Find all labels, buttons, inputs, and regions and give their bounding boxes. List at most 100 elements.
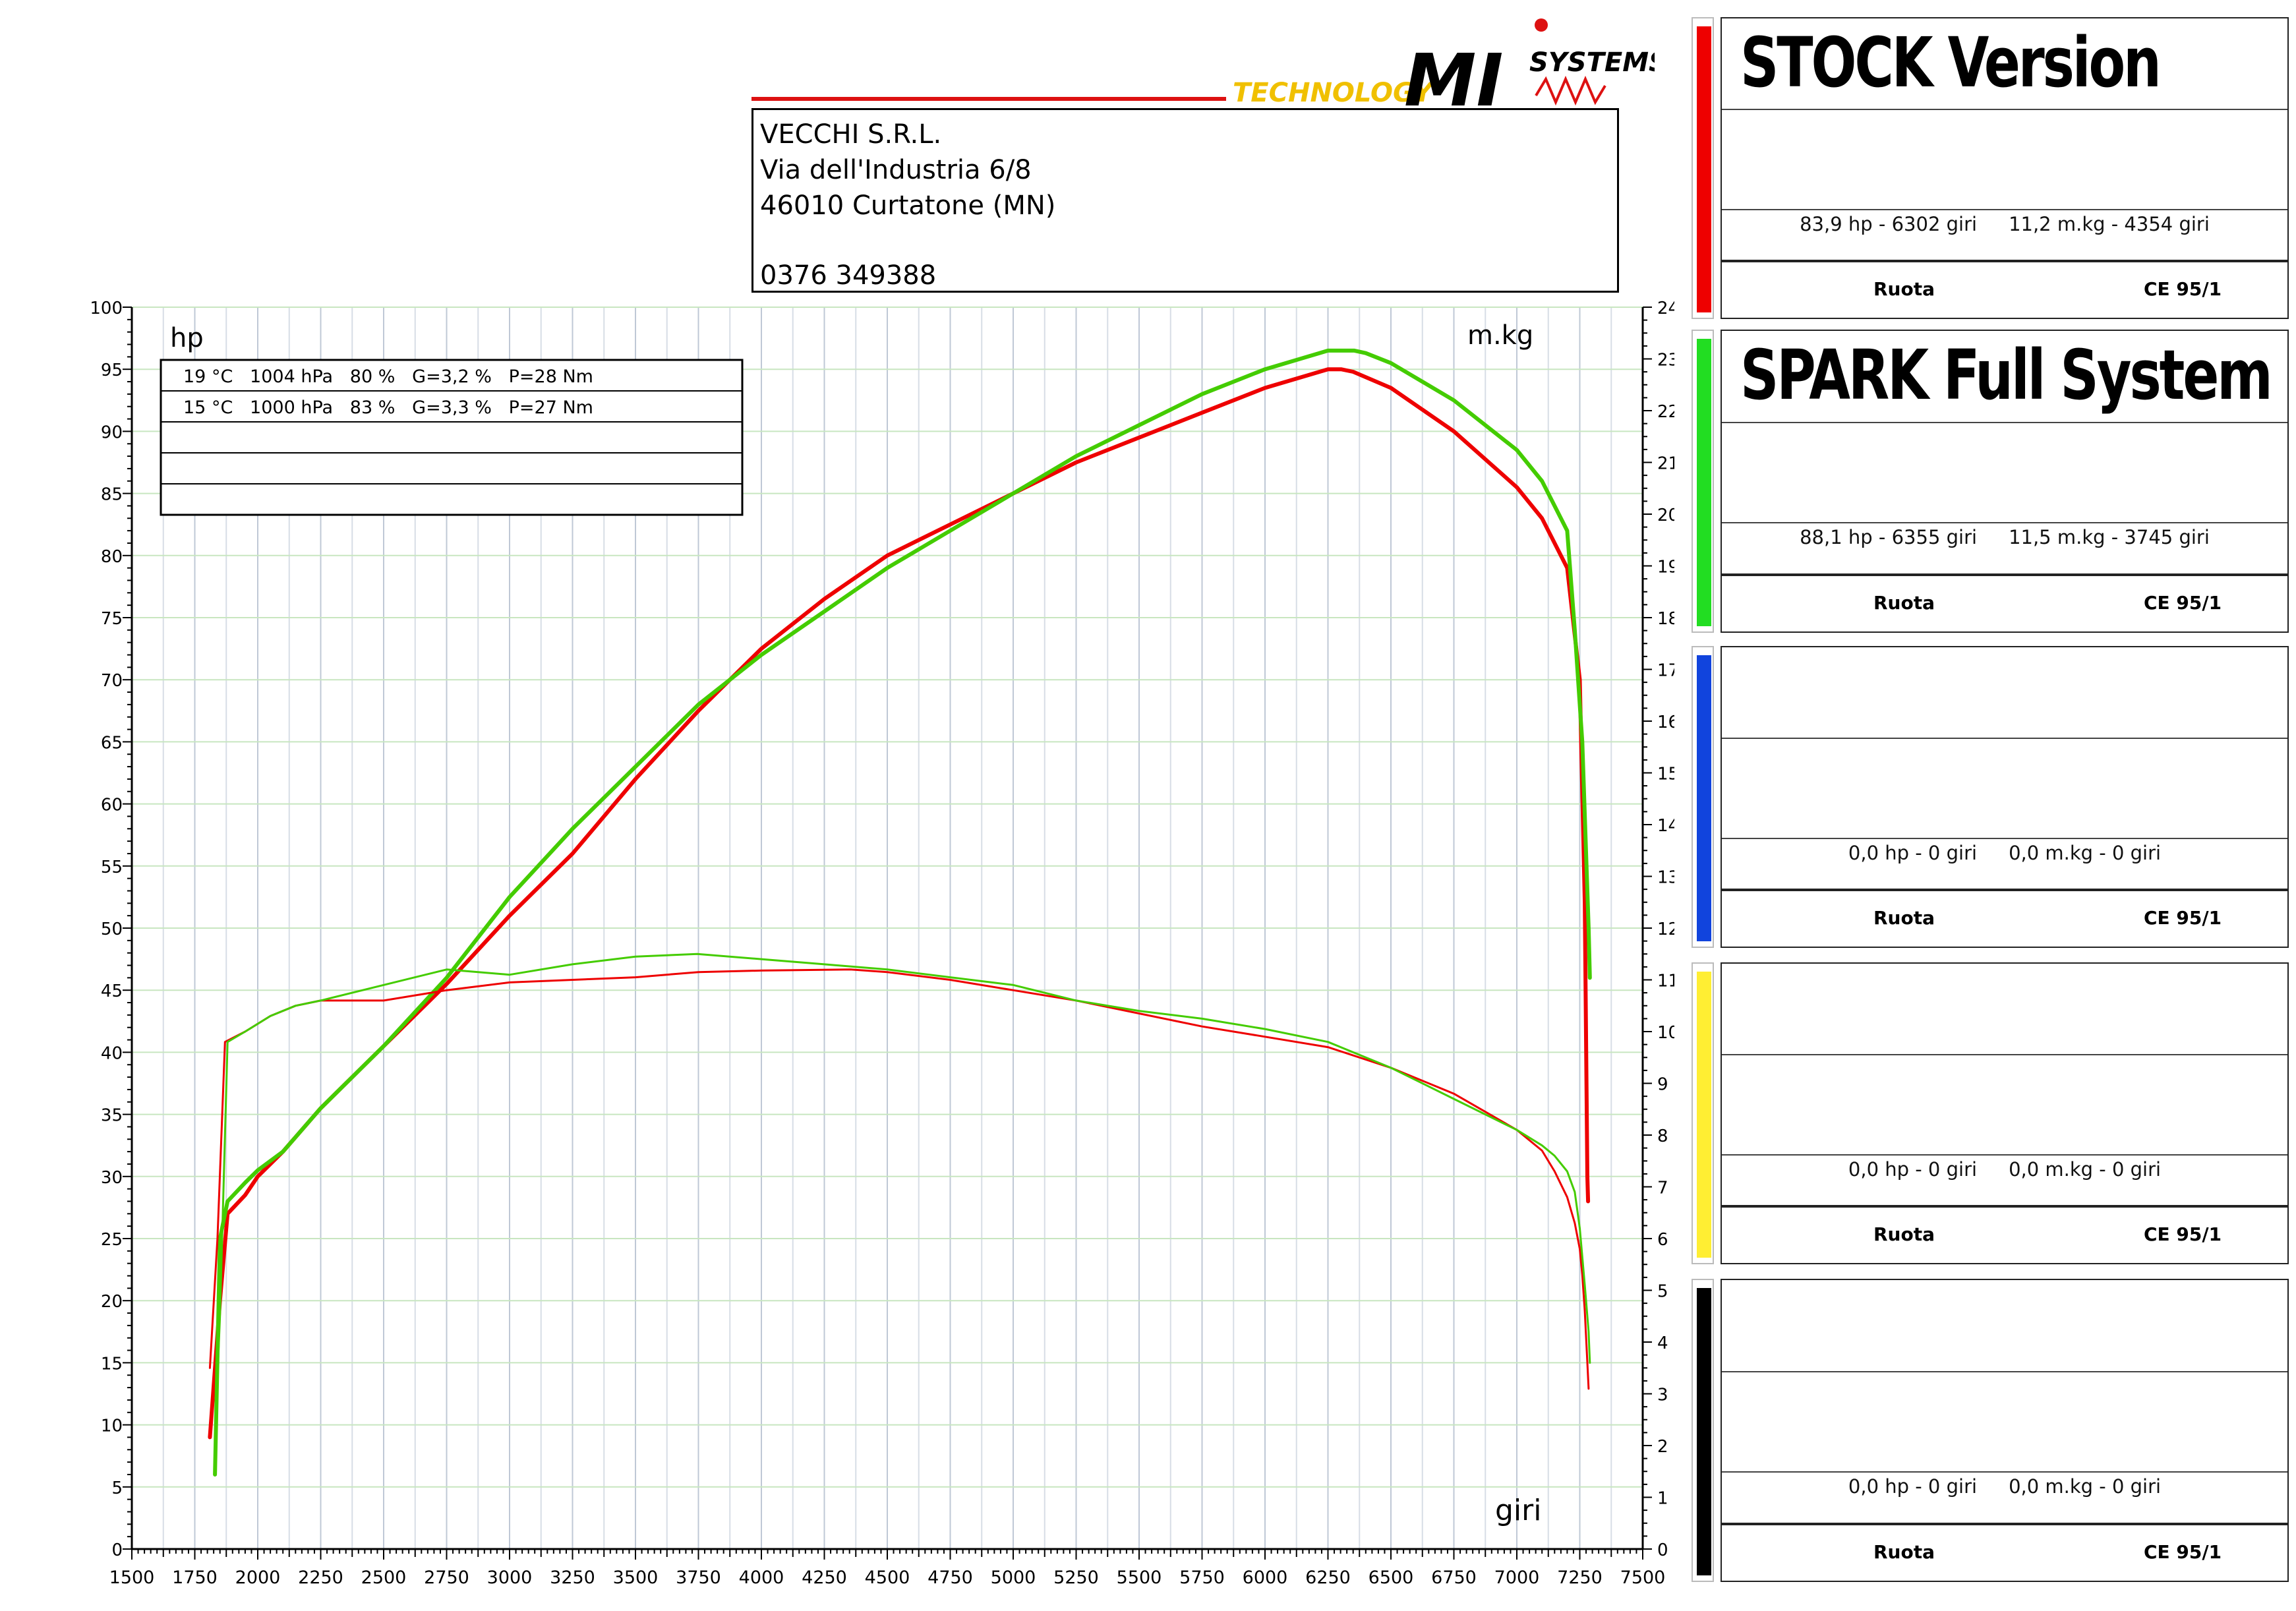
y2-tick-label: 24 <box>1657 299 1674 318</box>
torque-curve <box>214 952 1591 1436</box>
legend-max-torque: 0,0 m.kg - 0 giri <box>2009 842 2162 864</box>
x-tick-label: 6250 <box>1305 1567 1351 1588</box>
x-tick-label: 5250 <box>1053 1567 1099 1588</box>
legend-box: 0,0 hp - 0 giri 0,0 m.kg - 0 giri Ruota CE … <box>1721 962 2289 1264</box>
y2-tick-label: 16 <box>1657 713 1674 732</box>
x-tick-label: 2750 <box>424 1567 469 1588</box>
legend-panel: 0,0 hp - 0 giri 0,0 m.kg - 0 giri Ruota CE … <box>1692 962 2289 1264</box>
legend-row-divider <box>1722 889 2287 891</box>
y-tick-label: 95 <box>101 361 123 380</box>
legend-stats: 83,9 hp - 6302 giri 11,2 m.kg - 4354 giri <box>1722 213 2287 235</box>
y-tick-label: 80 <box>101 547 123 567</box>
legend-color-fill <box>1697 26 1711 312</box>
y2-tick-label: 1 <box>1657 1489 1668 1509</box>
y2-tick-label: 18 <box>1657 609 1674 629</box>
y2-tick-label: 0 <box>1657 1540 1668 1560</box>
legend-row-divider <box>1722 1523 2287 1525</box>
x-tick-label: 2500 <box>361 1567 407 1588</box>
conditions-table: 19 °C 1004 hPa 80 % G=3,2 % P=28 Nm 15 °C… <box>160 359 744 516</box>
x-tick-label: 3500 <box>613 1567 659 1588</box>
power-curve <box>208 367 1591 1440</box>
y-tick-label: 35 <box>101 1106 123 1126</box>
legend-color-bar <box>1692 17 1714 319</box>
y2-tick-label: 19 <box>1657 558 1674 577</box>
legend-footer-standard: CE 95/1 <box>2144 1541 2222 1563</box>
y2-tick-label: 8 <box>1657 1127 1668 1146</box>
legend-row-divider <box>1722 738 2287 739</box>
legend-max-power: 0,0 hp - 0 giri <box>1848 1475 1978 1498</box>
y2-tick-label: 4 <box>1657 1333 1668 1353</box>
address-street: Via dell'Industria 6/8 <box>760 155 1032 185</box>
legend-row-divider <box>1722 573 2287 576</box>
y2-tick-label: 6 <box>1657 1230 1668 1250</box>
y2-tick-label: 14 <box>1657 816 1674 836</box>
y2-tick-label: 12 <box>1657 920 1674 939</box>
x-tick-label: 7250 <box>1557 1567 1603 1588</box>
x-tick-label: 5500 <box>1117 1567 1162 1588</box>
y2-tick-label: 3 <box>1657 1386 1668 1405</box>
dyno-chart: 1500 1750 2000 2250 2500 2750 3000 3250 3500 3750… <box>90 299 1674 1588</box>
y2-tick-label: 9 <box>1657 1075 1668 1095</box>
legend-row-divider <box>1722 260 2287 262</box>
legend-color-bar <box>1692 962 1714 1264</box>
torque-curve <box>208 968 1590 1390</box>
legend-box: 0,0 hp - 0 giri 0,0 m.kg - 0 giri Ruota CE … <box>1721 1279 2289 1582</box>
legend-color-fill <box>1697 655 1711 941</box>
legend-row-divider <box>1722 209 2287 210</box>
legend-footer-ruota: Ruota <box>1873 278 1935 300</box>
legend-row-divider <box>1722 1054 2287 1055</box>
y-tick-label: 60 <box>101 796 123 815</box>
y-tick-label: 30 <box>101 1168 123 1188</box>
legend-max-torque: 0,0 m.kg - 0 giri <box>2009 1475 2162 1498</box>
legend-stats: 88,1 hp - 6355 giri 11,5 m.kg - 3745 giri <box>1722 526 2287 548</box>
chart-ticks: 1500 1750 2000 2250 2500 2750 3000 3250 3500 3750… <box>90 299 1674 1588</box>
legend-row-divider <box>1722 1154 2287 1156</box>
y2-tick-label: 23 <box>1657 351 1674 370</box>
y-tick-label: 15 <box>101 1354 123 1374</box>
y2-tick-label: 7 <box>1657 1179 1668 1198</box>
legend-box: 0,0 hp - 0 giri 0,0 m.kg - 0 giri Ruota CE … <box>1721 646 2289 948</box>
y-tick-label: 10 <box>101 1417 123 1436</box>
y2-tick-label: 21 <box>1657 454 1674 474</box>
x-tick-label: 3250 <box>550 1567 595 1588</box>
x-tick-label: 4250 <box>802 1567 847 1588</box>
x-tick-label: 6750 <box>1431 1567 1477 1588</box>
address-city: 46010 Curtatone (MN) <box>760 190 1056 221</box>
y-axis-label-hp: hp <box>170 323 204 353</box>
legend-max-power: 88,1 hp - 6355 giri <box>1800 526 1978 548</box>
y-tick-label: 0 <box>111 1540 123 1560</box>
legend-row-divider <box>1722 1471 2287 1473</box>
x-tick-label: 2000 <box>235 1567 281 1588</box>
y2-tick-label: 15 <box>1657 765 1674 784</box>
legend-color-fill <box>1697 1288 1711 1575</box>
address-box: VECCHI S.R.L. Via dell'Industria 6/8 460… <box>751 108 1619 293</box>
x-tick-label: 7000 <box>1494 1567 1540 1588</box>
y-tick-label: 100 <box>90 299 123 318</box>
legend-max-torque: 0,0 m.kg - 0 giri <box>2009 1158 2162 1181</box>
y-tick-label: 45 <box>101 981 123 1001</box>
legend-footer-ruota: Ruota <box>1873 1223 1935 1245</box>
y-tick-label: 90 <box>101 423 123 442</box>
legend-row-divider <box>1722 522 2287 523</box>
x-tick-label: 3000 <box>487 1567 533 1588</box>
legend-color-bar <box>1692 1279 1714 1582</box>
legend-title: SPARK Full System <box>1740 335 2273 415</box>
y2-tick-label: 17 <box>1657 661 1674 681</box>
conditions-table-frame <box>160 359 744 516</box>
legend-footer-ruota: Ruota <box>1873 907 1935 929</box>
legend-footer-standard: CE 95/1 <box>2144 1223 2222 1245</box>
legend-stats: 0,0 hp - 0 giri 0,0 m.kg - 0 giri <box>1722 1158 2287 1181</box>
address-phone: 0376 349388 <box>760 260 937 291</box>
legend-footer-ruota: Ruota <box>1873 592 1935 614</box>
y-tick-label: 65 <box>101 733 123 753</box>
logo-text-technology: TECHNOLOGY <box>1233 78 1435 108</box>
x-tick-label: 4750 <box>927 1567 973 1588</box>
legend-panel: 0,0 hp - 0 giri 0,0 m.kg - 0 giri Ruota CE … <box>1692 646 2289 948</box>
y2-tick-label: 20 <box>1657 506 1674 525</box>
x-tick-label: 3750 <box>676 1567 721 1588</box>
legend-max-torque: 11,5 m.kg - 3745 giri <box>2009 526 2210 548</box>
legend-max-power: 0,0 hp - 0 giri <box>1848 1158 1978 1181</box>
x-tick-label: 7500 <box>1620 1567 1666 1588</box>
y2-tick-label: 10 <box>1657 1023 1674 1043</box>
legend-color-bar <box>1692 646 1714 948</box>
